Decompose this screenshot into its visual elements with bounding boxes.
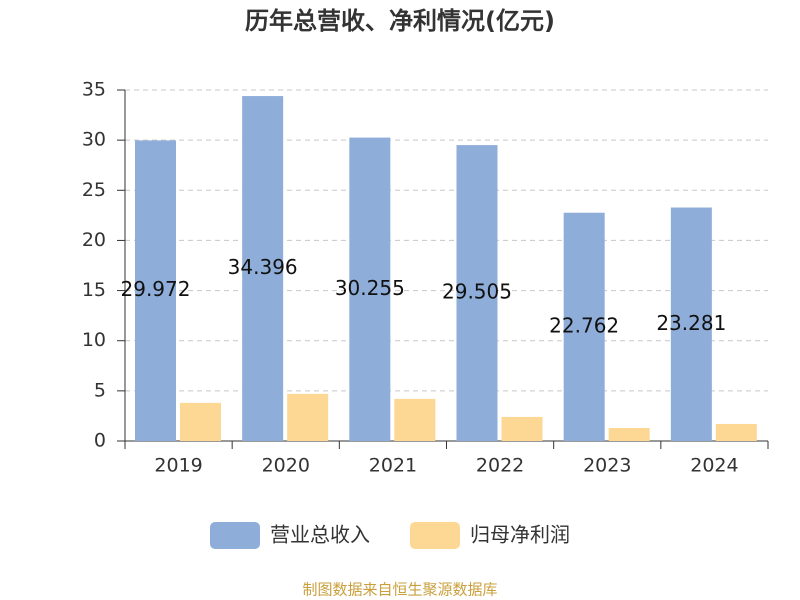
value-label: 22.762	[549, 313, 619, 337]
bar	[349, 137, 391, 441]
bar	[563, 212, 605, 441]
value-label: 30.255	[335, 276, 405, 300]
legend-label: 归母净利润	[470, 523, 570, 547]
y-tick-label: 5	[94, 379, 106, 401]
x-tick-label: 2019	[154, 455, 202, 477]
y-tick-label: 35	[82, 79, 106, 101]
value-label: 23.281	[656, 311, 726, 335]
y-tick-label: 25	[82, 179, 106, 201]
value-label: 34.396	[228, 255, 298, 279]
y-tick-label: 30	[82, 129, 106, 151]
bar	[608, 427, 650, 441]
x-tick-label: 2024	[690, 455, 738, 477]
bar	[180, 402, 221, 441]
bar	[135, 140, 176, 442]
x-tick-label: 2023	[583, 455, 631, 477]
legend-label: 营业总收入	[270, 523, 370, 547]
bar	[715, 423, 757, 441]
x-tick-label: 2022	[476, 455, 524, 477]
source-note: 制图数据来自恒生聚源数据库	[302, 581, 497, 599]
y-tick-label: 20	[82, 229, 106, 251]
bar	[501, 416, 543, 441]
y-tick-label: 15	[82, 279, 106, 301]
x-tick-label: 2020	[262, 455, 310, 477]
y-tick-label: 0	[94, 430, 106, 452]
chart-title: 历年总营收、净利情况(亿元)	[245, 7, 555, 35]
x-tick-label: 2021	[369, 455, 417, 477]
value-label: 29.505	[442, 280, 512, 304]
bar	[242, 96, 284, 442]
value-label: 29.972	[121, 277, 191, 301]
legend-swatch	[410, 522, 460, 549]
bar	[394, 398, 436, 441]
bar	[670, 207, 712, 441]
bar	[287, 393, 329, 441]
bar	[456, 145, 498, 441]
y-tick-label: 10	[82, 329, 106, 351]
legend-swatch	[210, 522, 260, 549]
